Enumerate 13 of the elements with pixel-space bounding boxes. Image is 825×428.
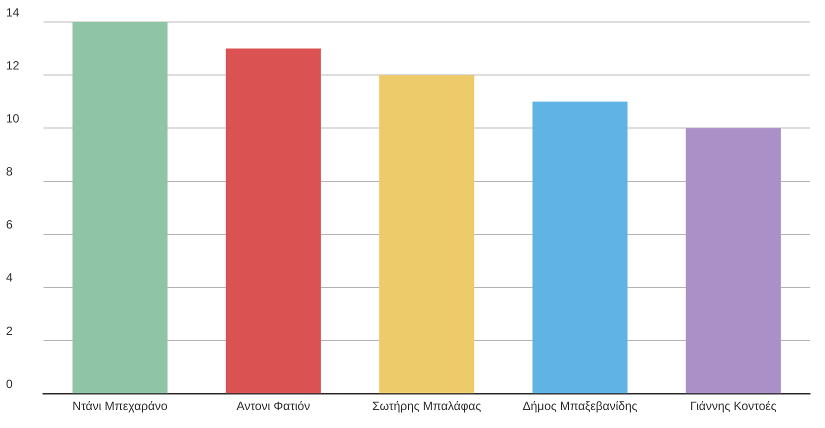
y-tick-label: 6 <box>6 218 13 232</box>
x-tick-label: Γιάννης Κοντοές <box>690 399 777 414</box>
x-tick-label: Ντάνι Μπεχαράνο <box>72 399 168 414</box>
x-tick-label: Σωτήρης Μπαλάφας <box>372 399 482 414</box>
y-tick-label: 4 <box>6 270 13 285</box>
y-tick-label: 2 <box>6 324 13 338</box>
y-tick-label: 12 <box>6 58 20 72</box>
y-tick-label: 8 <box>6 164 13 179</box>
y-tick-label: 0 <box>6 376 13 391</box>
y-tick-label: 14 <box>6 5 20 20</box>
y-tick-label: 10 <box>6 111 20 126</box>
x-tick-label: Δήμος Μπαξεβανίδης <box>522 399 638 414</box>
x-tick-label: Αντονι Φατιόν <box>236 399 310 414</box>
